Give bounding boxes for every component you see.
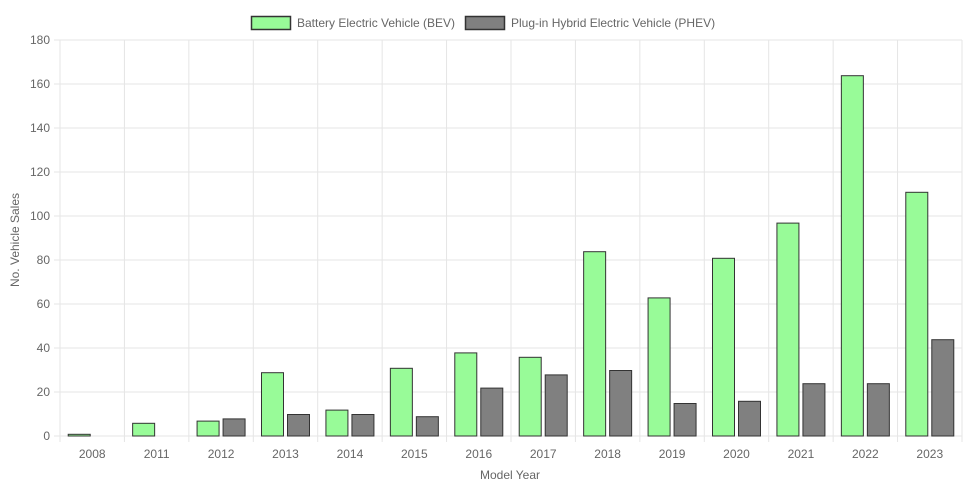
tick-labels: 0 20 40 60 80 100 120 140 160 180 2008 2011 2012 2013… [30,33,943,461]
bar-bev[interactable] [583,251,607,437]
bar-bev[interactable] [196,420,220,437]
x-tick-label: 2017 [530,447,557,461]
bar-bev[interactable] [132,422,156,437]
x-tick-label: 2012 [208,447,235,461]
x-tick-label: 2022 [852,447,879,461]
bar-bev[interactable] [325,409,349,437]
legend[interactable]: Battery Electric Vehicle (BEV) Plug-in Hy… [250,15,716,31]
x-tick-label: 2023 [916,447,943,461]
bar-bev[interactable] [776,222,800,437]
bar-bev[interactable] [712,257,735,437]
x-tick-label: 2013 [272,447,299,461]
y-tick-label: 180 [30,33,50,47]
x-tick-label: 2019 [659,447,686,461]
bars [67,75,955,437]
y-tick-label: 60 [37,297,51,311]
y-tick-label: 140 [30,121,50,135]
bar-phev[interactable] [351,414,375,437]
bar-bev[interactable] [261,372,284,437]
bar-phev[interactable] [480,387,504,437]
bar-phev[interactable] [222,418,246,437]
x-tick-label: 2014 [337,447,364,461]
bar-bev[interactable] [389,367,413,437]
x-tick-label: 2015 [401,447,428,461]
legend-label[interactable]: Battery Electric Vehicle (BEV) [297,16,455,30]
y-tick-label: 80 [37,253,51,267]
y-tick-label: 40 [37,341,51,355]
x-tick-label: 2018 [594,447,621,461]
x-tick-label: 2020 [723,447,750,461]
bar-bev[interactable] [454,352,478,437]
x-tick-label: 2016 [465,447,492,461]
legend-swatch[interactable] [250,15,292,31]
bar-phev[interactable] [673,403,697,437]
bar-bev[interactable] [840,75,864,437]
x-tick-label: 2008 [79,447,106,461]
bar-bev[interactable] [905,191,929,437]
x-tick-label: 2021 [788,447,815,461]
bar-phev[interactable] [609,370,633,437]
bar-phev[interactable] [287,414,310,437]
bar-bev[interactable] [647,297,671,437]
legend-swatch[interactable] [464,15,506,31]
y-tick-label: 20 [37,385,51,399]
x-axis-title: Model Year [480,468,540,482]
y-axis-title: No. Vehicle Sales [8,193,22,287]
y-tick-label: 120 [30,165,50,179]
bar-phev[interactable] [866,383,890,437]
bar-phev[interactable] [544,374,568,437]
y-tick-label: 160 [30,77,50,91]
legend-label[interactable]: Plug-in Hybrid Electric Vehicle (PHEV) [511,16,715,30]
bar-phev[interactable] [802,383,826,437]
bar-bev[interactable] [67,433,91,437]
y-tick-label: 0 [43,429,50,443]
grid [54,39,963,442]
bar-phev[interactable] [415,416,439,437]
y-tick-label: 100 [30,209,50,223]
bar-phev[interactable] [931,339,955,437]
bar-phev[interactable] [738,400,761,437]
bar-bev[interactable] [518,356,542,437]
x-tick-label: 2011 [144,447,170,461]
